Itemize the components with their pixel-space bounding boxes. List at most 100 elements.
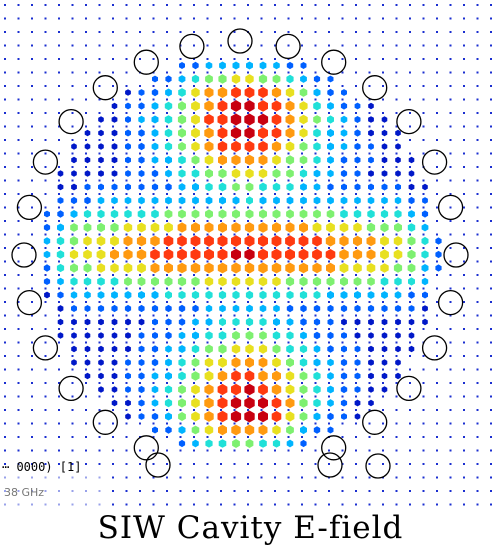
grid-dot — [436, 233, 438, 236]
hexagon-marker-icon — [299, 344, 308, 354]
grid-dot — [112, 233, 114, 236]
hexagon-marker-icon — [205, 182, 213, 192]
grid-dot — [422, 503, 425, 506]
circle-outline-icon — [437, 289, 464, 316]
grid-dot — [44, 125, 47, 128]
grid-dot — [395, 71, 398, 74]
hexagon-marker-icon — [408, 170, 415, 177]
grid-dot — [355, 179, 357, 182]
hexagon-marker-icon — [326, 222, 335, 233]
grid-dot — [355, 341, 357, 344]
grid-dot — [409, 355, 411, 357]
grid-dot — [112, 328, 114, 330]
grid-dot — [476, 152, 479, 155]
grid-dot — [220, 274, 222, 276]
grid-dot — [247, 152, 249, 155]
grid-dot — [382, 314, 384, 317]
hexagon-marker-icon — [205, 168, 213, 179]
grid-dot — [152, 382, 155, 384]
grid-dot — [490, 71, 492, 74]
grid-dot — [206, 274, 209, 276]
grid-dot — [152, 490, 155, 492]
grid-dot — [247, 287, 249, 290]
grid-dot — [112, 31, 114, 33]
grid-dot — [368, 179, 371, 182]
hexagon-marker-icon — [151, 345, 159, 353]
grid-dot — [355, 260, 357, 263]
hexagon-marker-icon — [138, 385, 145, 394]
grid-dot — [395, 98, 398, 101]
hexagon-marker-icon — [138, 142, 145, 151]
hexagon-marker-icon — [165, 358, 172, 367]
hexagon-marker-icon — [125, 102, 131, 110]
grid-dot — [368, 152, 371, 155]
grid-dot — [58, 355, 60, 357]
hexagon-marker-icon — [395, 156, 401, 164]
grid-dot — [206, 463, 209, 465]
grid-dot — [382, 301, 384, 303]
grid-dot — [179, 139, 182, 141]
hexagon-marker-icon — [313, 412, 321, 421]
grid-dot — [463, 247, 465, 249]
grid-dot — [31, 422, 33, 425]
circle-outline-icon — [421, 335, 448, 361]
hexagon-marker-icon — [70, 263, 78, 273]
hexagon-marker-icon — [125, 89, 131, 96]
grid-dot — [112, 422, 114, 425]
grid-dot — [274, 368, 276, 371]
grid-dot — [409, 206, 411, 209]
grid-dot — [179, 301, 182, 303]
grid-dot — [247, 247, 249, 249]
grid-dot — [436, 355, 438, 357]
grid-dot — [17, 98, 20, 101]
hexagon-marker-icon — [123, 235, 133, 247]
hexagon-marker-icon — [110, 277, 119, 286]
grid-dot — [139, 260, 141, 263]
hexagon-marker-icon — [422, 197, 428, 204]
circle-outline-icon — [16, 289, 43, 316]
grid-dot — [382, 98, 384, 101]
hexagon-marker-icon — [138, 170, 145, 177]
hexagon-marker-icon — [57, 223, 64, 232]
hexagon-marker-icon — [231, 168, 241, 179]
hexagon-marker-icon — [313, 128, 321, 138]
hexagon-marker-icon — [71, 183, 77, 191]
hexagon-marker-icon — [57, 170, 64, 177]
field-plot-viewport[interactable] — [0, 0, 501, 506]
grid-dot — [85, 314, 87, 317]
hexagon-marker-icon — [110, 222, 119, 233]
grid-dot — [422, 125, 425, 128]
hexagon-marker-icon — [191, 398, 200, 408]
grid-dot — [31, 112, 33, 114]
circle-outline-icon — [32, 149, 59, 175]
hexagon-marker-icon — [313, 155, 321, 165]
hexagon-marker-icon — [177, 262, 187, 274]
grid-dot — [152, 44, 155, 47]
grid-dot — [71, 436, 74, 438]
grid-dot — [341, 166, 344, 168]
grid-dot — [463, 4, 465, 6]
grid-dot — [71, 314, 74, 317]
grid-dot — [476, 17, 479, 20]
grid-dot — [368, 220, 371, 222]
grid-dot — [44, 341, 47, 344]
grid-dot — [112, 503, 114, 506]
grid-dot — [139, 4, 141, 6]
grid-dot — [287, 152, 290, 155]
grid-dot — [409, 422, 411, 425]
grid-dot — [422, 287, 425, 290]
grid-dot — [287, 193, 290, 195]
hexagon-marker-icon — [57, 277, 64, 286]
grid-dot — [58, 152, 60, 155]
hexagon-marker-icon — [245, 209, 254, 219]
grid-dot — [220, 449, 222, 452]
hexagon-marker-icon — [258, 344, 268, 354]
hexagon-marker-icon — [43, 250, 51, 259]
grid-dot — [314, 125, 317, 128]
grid-dot — [260, 382, 263, 384]
hexagon-marker-icon — [191, 276, 200, 287]
hexagon-marker-icon — [245, 74, 254, 84]
grid-dot — [314, 449, 317, 452]
grid-dot — [260, 422, 263, 425]
hexagon-marker-icon — [258, 235, 268, 247]
